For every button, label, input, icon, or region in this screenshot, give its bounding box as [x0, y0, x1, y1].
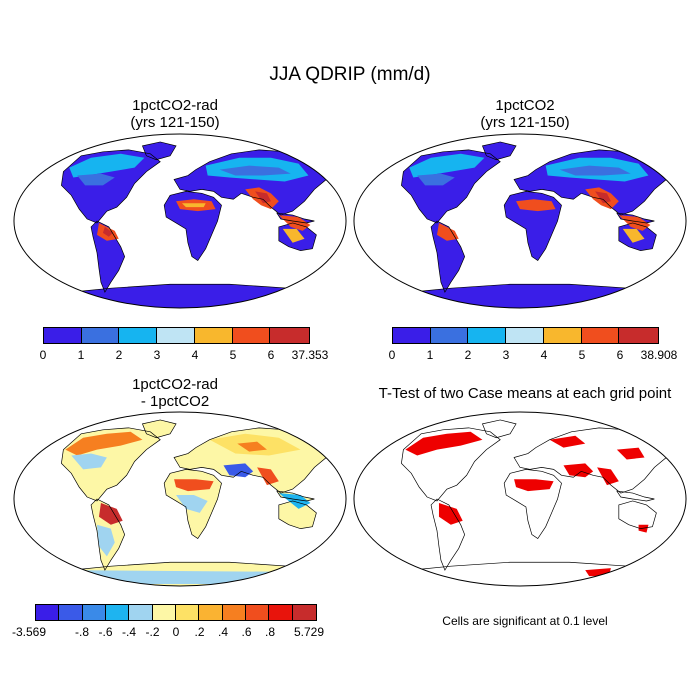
colorbar-label: .8: [264, 625, 276, 639]
colorbar-panel-2: 0 1 2 3 4 5 6 38.908: [388, 327, 677, 367]
colorbar-swatch: [269, 605, 293, 620]
colorbar-label: 0: [388, 348, 396, 362]
colorbar-swatch: [44, 328, 82, 343]
colorbar-swatch: [292, 605, 316, 620]
colorbar-label: 37.353: [291, 348, 329, 362]
colorbar-label: 0: [172, 625, 180, 639]
colorbar-swatch: [105, 605, 130, 620]
colorbar-swatch: [468, 328, 507, 343]
colorbar-label: 4: [540, 348, 548, 362]
colorbar-swatch: [59, 605, 83, 620]
colorbar-swatches: [43, 327, 310, 344]
colorbar-label: 0: [39, 348, 47, 362]
colorbar-swatch: [506, 328, 544, 343]
colorbar-label: 38.908: [640, 348, 678, 362]
colorbar-swatch: [619, 328, 659, 343]
colorbar-swatch: [393, 328, 431, 343]
colorbar-swatch: [194, 328, 233, 343]
colorbar-swatch: [157, 328, 195, 343]
panel-3-title-line-2: - 1pctCO2: [140, 393, 210, 410]
colorbar-swatch: [199, 605, 223, 620]
colorbar-swatch: [82, 605, 106, 620]
colorbar-swatches: [392, 327, 659, 344]
panel-2-title: 1pctCO2 (yrs 121-150): [425, 97, 625, 131]
colorbar-swatch: [175, 605, 200, 620]
colorbar-swatch: [543, 328, 582, 343]
figure-title: JJA QDRIP (mm/d): [269, 64, 431, 85]
colorbar-swatch: [222, 605, 246, 620]
colorbar-label: 3: [502, 348, 510, 362]
colorbar-swatch: [119, 328, 158, 343]
colorbar-label: 1: [77, 348, 85, 362]
map-panel-3: [13, 411, 347, 587]
colorbar-label: 1: [426, 348, 434, 362]
colorbar-swatch: [36, 605, 60, 620]
colorbar-panel-3: -3.569 -.8 -.6 -.4 -.2 0 .2 .4 .6 .8 5.7…: [12, 604, 324, 644]
colorbar-swatch: [270, 328, 310, 343]
panel-1-title: 1pctCO2-rad (yrs 121-150): [75, 97, 275, 131]
panel-2-title-line-2: (yrs 121-150): [480, 114, 570, 131]
map-panel-4: [353, 411, 687, 587]
colorbar-panel-1: 0 1 2 3 4 5 6 37.353: [39, 327, 328, 367]
colorbar-label: 5.729: [293, 625, 325, 639]
panel-2-title-line-1: 1pctCO2: [495, 97, 555, 114]
colorbar-label: 6: [616, 348, 624, 362]
map-panel-1: [13, 133, 347, 309]
colorbar-label: 2: [464, 348, 472, 362]
colorbar-label: 6: [267, 348, 275, 362]
colorbar-label: 2: [115, 348, 123, 362]
colorbar-swatch: [245, 605, 270, 620]
colorbar-label: .6: [241, 625, 252, 639]
colorbar-label: -.2: [145, 625, 160, 639]
colorbar-label: .4: [217, 625, 229, 639]
colorbar-swatch: [81, 328, 120, 343]
colorbar-swatch: [232, 328, 271, 343]
colorbar-label: .2: [194, 625, 205, 639]
panel-3-title-line-1: 1pctCO2-rad: [132, 376, 218, 393]
significance-note: Cells are significant at 0.1 level: [442, 614, 608, 628]
colorbar-label: 5: [229, 348, 237, 362]
colorbar-label: -.4: [121, 625, 137, 639]
colorbar-swatch: [129, 605, 153, 620]
panel-4-title: T-Test of two Case means at each grid po…: [378, 385, 672, 402]
panel-1-title-line-1: 1pctCO2-rad: [132, 97, 218, 114]
colorbar-label: -.8: [74, 625, 90, 639]
colorbar-swatch: [430, 328, 469, 343]
colorbar-label: 4: [191, 348, 199, 362]
colorbar-label: -.6: [98, 625, 113, 639]
panel-1-title-line-2: (yrs 121-150): [130, 114, 220, 131]
panel-3-title: 1pctCO2-rad - 1pctCO2: [75, 376, 275, 410]
colorbar-swatch: [581, 328, 620, 343]
colorbar-swatches: [35, 604, 317, 621]
colorbar-label: 3: [153, 348, 161, 362]
colorbar-label: -3.569: [11, 625, 47, 639]
colorbar-swatch: [152, 605, 176, 620]
map-panel-2: [353, 133, 687, 309]
colorbar-label: 5: [578, 348, 586, 362]
